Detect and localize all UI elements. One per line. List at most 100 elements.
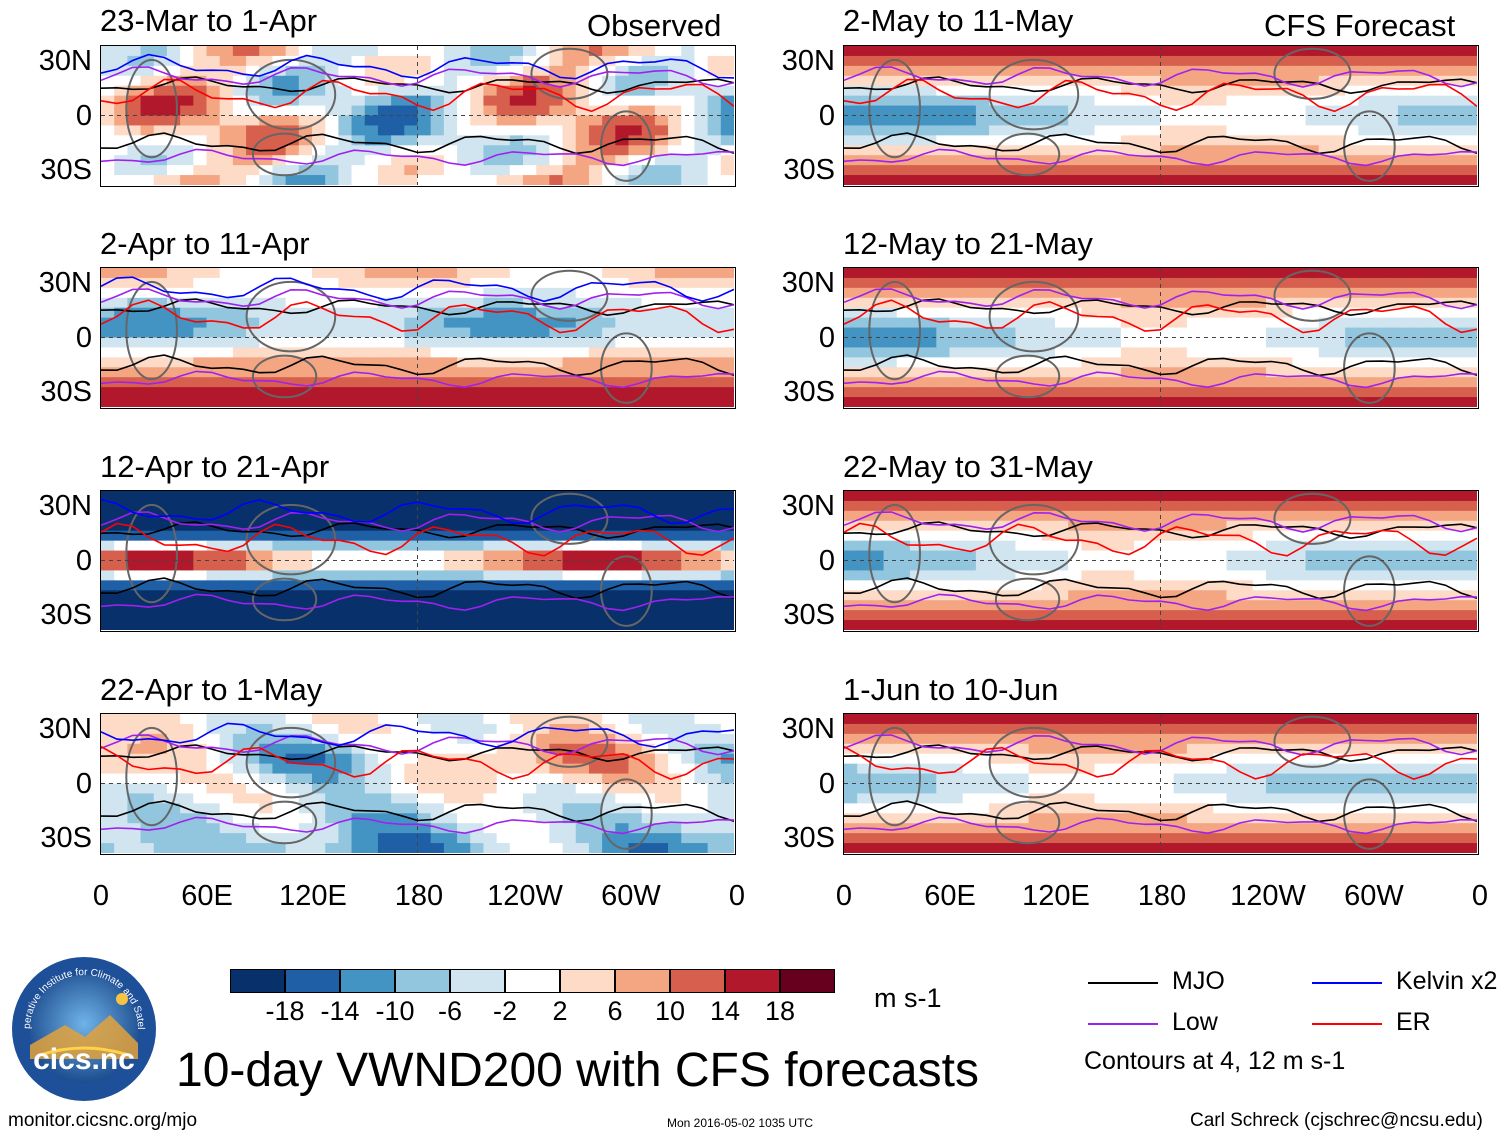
lon-tick-label: 0 [92, 880, 110, 912]
map-field-0-2 [101, 491, 734, 630]
lat-tick-label: 30N [38, 45, 92, 77]
forecast-panel-title: 1-Jun to 10-Jun [843, 672, 1059, 707]
lat-tick-label: 30N [781, 713, 835, 745]
colorbar-swatch [670, 969, 725, 993]
observed-column-label: Observed [587, 8, 722, 43]
lat-tick-label: 0 [75, 545, 92, 577]
observed-map-panel [100, 267, 736, 409]
lon-tick-label: 120W [1230, 880, 1306, 912]
lat-tick-label: 0 [818, 100, 835, 132]
legend-line-swatch [1088, 982, 1158, 984]
forecast-map-panel [843, 490, 1479, 632]
legend-label: MJO [1172, 967, 1225, 995]
lon-tick-label: 60W [1344, 880, 1404, 912]
observed-panel-title: 23-Mar to 1-Apr [100, 3, 318, 38]
colorbar-swatch [340, 969, 395, 993]
colorbar-swatch [230, 969, 285, 993]
forecast-column-label: CFS Forecast [1264, 8, 1456, 43]
cics-logo: Cooperative Institute for Climate and Sa… [6, 947, 158, 1103]
map-field-0-3 [101, 714, 734, 853]
lat-tick-label: 0 [818, 545, 835, 577]
lat-tick-label: 30N [38, 267, 92, 299]
lon-tick-label: 120E [279, 880, 347, 912]
lat-tick-label: 0 [75, 768, 92, 800]
lat-tick-label: 30N [38, 713, 92, 745]
colorbar-tick-label: -14 [320, 996, 360, 1026]
colorbar-swatch [725, 969, 780, 993]
lon-tick-label: 180 [1137, 880, 1187, 912]
lat-tick-label: 30N [781, 490, 835, 522]
colorbar-units: m s-1 [874, 983, 942, 1013]
legend-line-swatch [1312, 982, 1382, 984]
lat-tick-label: 30S [783, 154, 835, 186]
lat-tick-label: 30N [781, 45, 835, 77]
colorbar-swatch [285, 969, 340, 993]
map-field-1-1 [844, 268, 1477, 407]
colorbar-swatch [780, 969, 835, 993]
forecast-panel-title: 12-May to 21-May [843, 226, 1093, 261]
forecast-map-panel [843, 267, 1479, 409]
observed-map-panel [100, 45, 736, 187]
map-field-0-0 [101, 46, 734, 185]
main-title: 10-day VWND200 with CFS forecasts [176, 1044, 979, 1097]
lon-tick-label: 120E [1022, 880, 1090, 912]
lon-tick-label: 60E [181, 880, 233, 912]
lon-tick-label: 0 [835, 880, 853, 912]
logo-wordmark: cics.nc [33, 1043, 135, 1076]
lat-tick-label: 0 [818, 322, 835, 354]
forecast-map-panel [843, 45, 1479, 187]
colorbar-tick-label: 10 [654, 996, 686, 1026]
lat-tick-label: 30S [40, 154, 92, 186]
map-field-1-0 [844, 46, 1477, 185]
lat-tick-label: 30S [783, 822, 835, 854]
observed-panel-title: 22-Apr to 1-May [100, 672, 323, 707]
observed-panel-title: 12-Apr to 21-Apr [100, 449, 330, 484]
colorbar-tick-label: 2 [552, 996, 568, 1026]
lat-tick-label: 0 [818, 768, 835, 800]
colorbar-tick-label: -6 [437, 996, 463, 1026]
observed-panel-title: 2-Apr to 11-Apr [100, 226, 310, 261]
lon-tick-label: 0 [1471, 880, 1489, 912]
lat-tick-label: 30S [40, 599, 92, 631]
legend-line-swatch [1088, 1023, 1158, 1025]
forecast-panel-title: 22-May to 31-May [843, 449, 1093, 484]
lat-tick-label: 30S [783, 376, 835, 408]
lon-tick-label: 60W [601, 880, 661, 912]
contour-note: Contours at 4, 12 m s-1 [1084, 1047, 1346, 1075]
forecast-panel-title: 2-May to 11-May [843, 3, 1074, 38]
colorbar-tick-label: -10 [375, 996, 415, 1026]
lon-tick-label: 180 [394, 880, 444, 912]
lon-tick-label: 0 [728, 880, 746, 912]
colorbar-tick-label: -2 [492, 996, 518, 1026]
lat-tick-label: 30S [783, 599, 835, 631]
footer-timestamp: Mon 2016-05-02 1035 UTC [667, 1116, 814, 1130]
lat-tick-label: 0 [75, 322, 92, 354]
colorbar-swatch [615, 969, 670, 993]
colorbar-tick-label: 14 [709, 996, 741, 1026]
colorbar-swatch [450, 969, 505, 993]
lat-tick-label: 30N [781, 267, 835, 299]
footer-url[interactable]: monitor.cicsnc.org/mjo [8, 1110, 198, 1131]
map-field-0-1 [101, 268, 734, 407]
legend-label: ER [1396, 1008, 1431, 1036]
observed-map-panel [100, 490, 736, 632]
legend-label: Low [1172, 1008, 1218, 1036]
lat-tick-label: 30S [40, 822, 92, 854]
colorbar-tick-label: -18 [265, 996, 305, 1026]
colorbar-swatch [395, 969, 450, 993]
observed-map-panel [100, 713, 736, 855]
colorbar-swatch [560, 969, 615, 993]
lat-tick-label: 30N [38, 490, 92, 522]
forecast-map-panel [843, 713, 1479, 855]
colorbar-swatch [505, 969, 560, 993]
map-field-1-3 [844, 714, 1477, 853]
colorbar-tick-label: 18 [764, 996, 796, 1026]
lat-tick-label: 30S [40, 376, 92, 408]
footer-author: Carl Schreck (cjschrec@ncsu.edu) [1190, 1110, 1483, 1131]
map-field-1-2 [844, 491, 1477, 630]
lon-tick-label: 60E [924, 880, 976, 912]
lat-tick-label: 0 [75, 100, 92, 132]
colorbar-tick-label: 6 [607, 996, 623, 1026]
lon-tick-label: 120W [487, 880, 563, 912]
legend-line-swatch [1312, 1023, 1382, 1025]
